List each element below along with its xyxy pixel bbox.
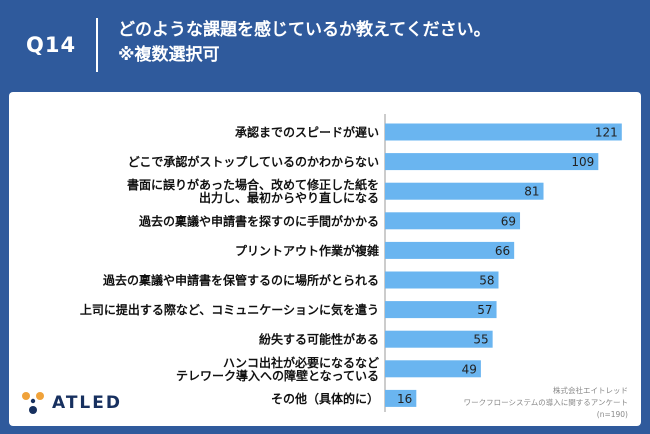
bar	[385, 330, 493, 348]
footnote-company: 株式会社エイトレッド	[553, 386, 628, 395]
value-label: 58	[479, 274, 494, 288]
bar	[385, 123, 622, 141]
value-label: 69	[501, 214, 516, 228]
category-label: 過去の稟議や申請書を探すのに手間がかかる	[138, 213, 379, 228]
category-label: 承認までのスピードが遅い	[235, 125, 379, 140]
value-label: 49	[462, 362, 477, 376]
header: Q14 どのような課題を感じているか教えてください。 ※複数選択可	[0, 0, 650, 92]
logo-text: ATLED	[52, 393, 122, 413]
bar	[385, 212, 521, 230]
category-label: 上司に提出する際など、コミュニケーションに気を遣う	[80, 302, 379, 317]
footnote: 株式会社エイトレッド ワークフローシステムの導入に関するアンケート (n=190…	[464, 385, 628, 421]
title-line-1: どのような課題を感じているか教えてください。	[118, 20, 491, 40]
bar	[385, 301, 497, 319]
value-label: 121	[595, 126, 618, 140]
bar	[385, 389, 417, 407]
atled-logo-icon	[22, 392, 44, 414]
category-label: テレワーク導入への障壁となっている	[176, 368, 379, 383]
bar	[385, 153, 599, 171]
value-label: 57	[477, 303, 492, 317]
category-label: その他（具体的に）	[271, 391, 379, 406]
title-line-2: ※複数選択可	[118, 45, 220, 65]
category-label: 紛失する可能性がある	[259, 332, 379, 347]
value-label: 109	[571, 155, 594, 169]
value-label: 81	[524, 185, 539, 199]
value-label: 16	[397, 392, 412, 406]
category-label: プリントアウト作業が複雑	[235, 243, 379, 258]
footnote-survey: ワークフローシステムの導入に関するアンケート	[463, 398, 628, 407]
bar	[385, 241, 515, 259]
category-label: ハンコ出社が必要になるなど	[223, 355, 379, 370]
value-label: 55	[473, 333, 488, 347]
category-label: 書面に誤りがあった場合、改めて修正した紙を	[127, 177, 379, 192]
category-label: 出力し、最初からやり直しになる	[199, 190, 379, 205]
category-label: どこで承認がストップしているのかわからない	[128, 154, 379, 169]
chart-panel: 121 承認までのスピードが遅い 109 どこで承認がストップしているのかわからない 8…	[9, 92, 641, 426]
footnote-n: (n=190)	[596, 410, 628, 419]
atled-logo: ATLED	[20, 388, 122, 418]
question-number: Q14	[26, 33, 77, 57]
bar	[385, 271, 499, 289]
bar-chart: 121 承認までのスピードが遅い 109 どこで承認がストップしているのかわからない 8…	[80, 114, 622, 412]
page-title: どのような課題を感じているか教えてください。 ※複数選択可	[118, 18, 491, 68]
bar	[385, 360, 481, 378]
value-label: 66	[495, 244, 510, 258]
category-label: 過去の稟議や申請書を保管するのに場所がとられる	[102, 273, 379, 288]
bar	[385, 182, 544, 200]
header-divider	[96, 18, 98, 72]
